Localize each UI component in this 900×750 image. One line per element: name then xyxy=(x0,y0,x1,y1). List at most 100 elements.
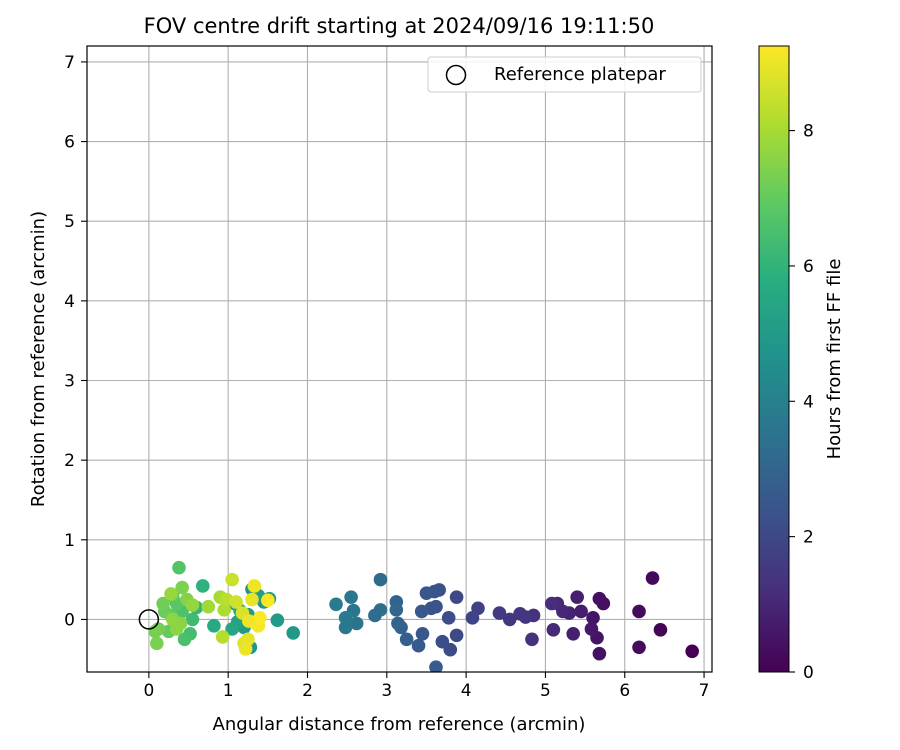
data-point xyxy=(245,592,259,607)
y-tick-label: 6 xyxy=(64,133,75,153)
data-point xyxy=(185,598,200,612)
colorbar-label: Hours from first FF file xyxy=(824,259,845,460)
grid xyxy=(87,46,712,672)
data-point xyxy=(592,646,607,661)
data-point xyxy=(253,611,267,625)
data-point xyxy=(441,611,456,625)
plot-frame xyxy=(86,45,713,673)
data-point xyxy=(229,595,243,609)
data-point xyxy=(156,596,170,611)
data-point xyxy=(449,590,464,604)
data-point xyxy=(368,608,382,623)
data-point xyxy=(570,590,584,604)
reference-platepar-marker xyxy=(138,609,160,630)
colorbar-tick-label: 8 xyxy=(803,122,814,142)
y-tick-label: 0 xyxy=(64,610,75,630)
legend-box xyxy=(427,56,702,93)
x-axis: 0 1 2 3 4 5 6 7 xyxy=(143,672,709,701)
data-point xyxy=(217,603,232,617)
x-tick-label: 5 xyxy=(540,681,551,701)
y-tick-label: 3 xyxy=(64,372,75,392)
data-point xyxy=(373,572,388,587)
data-point xyxy=(344,590,358,604)
data-point xyxy=(338,620,353,635)
data-point xyxy=(574,604,588,619)
data-point xyxy=(411,638,426,653)
data-point xyxy=(338,611,353,625)
data-points xyxy=(148,560,699,672)
data-point xyxy=(632,640,646,655)
data-point xyxy=(215,630,230,644)
data-point xyxy=(225,622,239,636)
data-point xyxy=(419,586,434,600)
data-point xyxy=(201,599,216,614)
data-point xyxy=(329,597,343,612)
data-point xyxy=(525,632,539,647)
data-point xyxy=(429,660,443,672)
data-point xyxy=(435,634,450,649)
y-tick-label: 4 xyxy=(64,292,75,312)
chart-title: FOV centre drift starting at 2024/09/16 … xyxy=(144,14,655,38)
x-tick-label: 2 xyxy=(302,681,313,701)
data-point xyxy=(286,626,301,640)
data-point xyxy=(177,632,192,647)
data-point xyxy=(513,607,527,621)
data-point xyxy=(492,606,507,620)
data-point xyxy=(546,622,561,637)
data-point xyxy=(584,622,599,636)
x-tick-label: 3 xyxy=(381,681,392,701)
colorbar-tick-label: 4 xyxy=(803,392,814,412)
x-tick-label: 7 xyxy=(699,681,710,701)
colorbar-tick-label: 0 xyxy=(803,663,814,683)
y-tick-label: 1 xyxy=(64,531,75,551)
data-point xyxy=(391,616,405,631)
y-axis-label: Rotation from reference (arcmin) xyxy=(28,211,49,507)
legend-label: Reference platepar xyxy=(494,64,666,85)
legend: Reference platepar xyxy=(427,56,702,93)
data-point xyxy=(685,644,699,659)
data-point xyxy=(165,612,180,627)
data-point xyxy=(175,580,189,595)
x-tick-label: 1 xyxy=(223,681,234,701)
data-point xyxy=(566,626,580,641)
data-point xyxy=(645,571,660,585)
x-tick-label: 6 xyxy=(619,681,630,701)
data-point xyxy=(238,642,253,656)
data-point xyxy=(399,632,414,647)
data-point xyxy=(653,622,668,637)
data-point xyxy=(195,579,210,593)
x-tick-label: 0 xyxy=(143,681,154,701)
colorbar: 0 2 4 6 8 Hours from first FF file xyxy=(758,45,845,683)
data-point xyxy=(247,579,262,593)
y-tick-label: 2 xyxy=(64,451,75,471)
data-point xyxy=(544,596,559,611)
data-point xyxy=(207,619,221,633)
data-point xyxy=(465,611,480,625)
data-point xyxy=(172,560,186,575)
y-axis: 0 1 2 3 4 5 6 7 xyxy=(64,53,87,630)
y-tick-label: 5 xyxy=(64,212,75,232)
data-point xyxy=(632,604,646,619)
data-point xyxy=(414,604,429,619)
data-point xyxy=(592,591,607,606)
data-point xyxy=(502,612,517,627)
data-point xyxy=(164,587,178,601)
x-axis-label: Angular distance from reference (arcmin) xyxy=(213,714,586,735)
x-tick-label: 4 xyxy=(461,681,472,701)
data-point xyxy=(349,616,364,631)
colorbar-tick-label: 2 xyxy=(803,528,814,548)
data-point xyxy=(389,603,404,617)
colorbar-gradient xyxy=(758,45,790,673)
data-point xyxy=(270,613,285,628)
data-point xyxy=(449,628,464,643)
data-point xyxy=(225,572,239,587)
data-point xyxy=(586,611,600,625)
data-point xyxy=(185,612,200,627)
colorbar-tick-label: 6 xyxy=(803,257,814,277)
colorbar-ticks: 0 2 4 6 8 xyxy=(789,122,814,683)
data-point xyxy=(149,636,164,651)
legend-marker-icon xyxy=(445,64,467,86)
data-point xyxy=(415,626,430,641)
data-point xyxy=(261,593,275,608)
